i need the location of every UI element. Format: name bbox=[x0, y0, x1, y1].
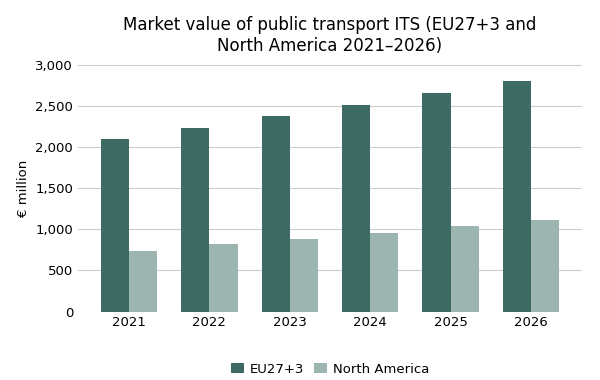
Bar bbox=[101, 139, 129, 312]
Title: Market value of public transport ITS (EU27+3 and
North America 2021–2026): Market value of public transport ITS (EU… bbox=[124, 16, 536, 55]
Bar bbox=[370, 233, 398, 312]
Bar bbox=[209, 244, 238, 312]
Bar bbox=[451, 226, 479, 312]
Bar bbox=[422, 93, 451, 312]
Bar bbox=[503, 81, 531, 312]
Bar bbox=[262, 116, 290, 312]
Bar bbox=[342, 105, 370, 312]
Y-axis label: € million: € million bbox=[17, 160, 30, 217]
Bar bbox=[181, 128, 209, 312]
Legend: EU27+3, North America: EU27+3, North America bbox=[226, 358, 434, 380]
Bar bbox=[129, 251, 157, 312]
Bar bbox=[290, 239, 318, 312]
Bar bbox=[531, 220, 559, 312]
